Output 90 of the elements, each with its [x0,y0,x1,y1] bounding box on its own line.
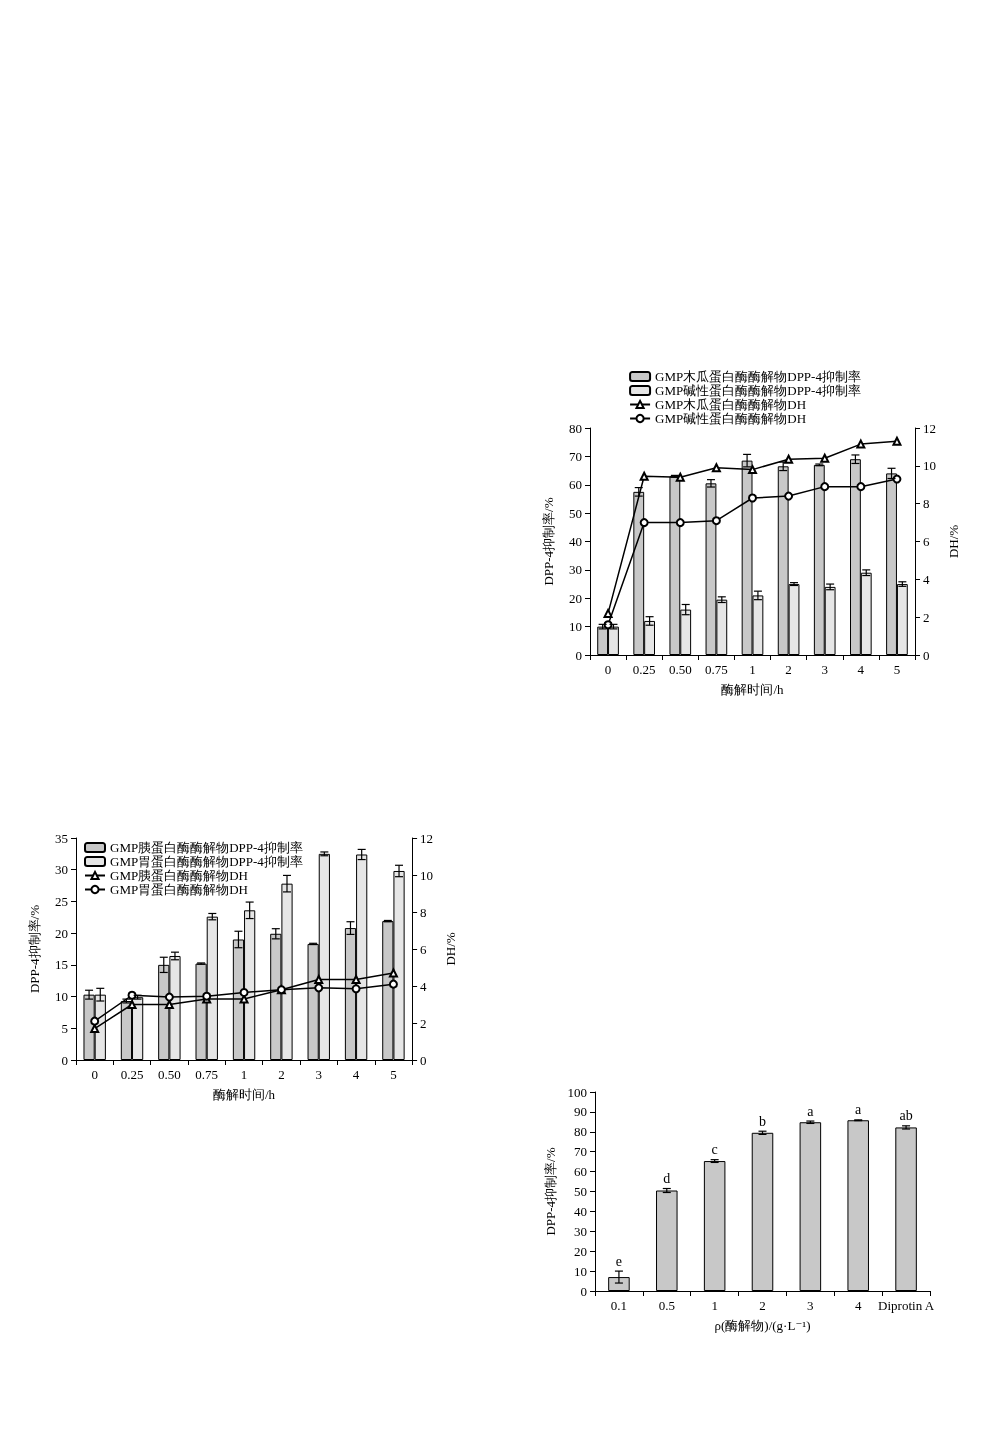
x-tick-label: 0.50 [157,1067,181,1082]
legend-label: GMP木瓜蛋白酶酶解物DPP-4抑制率 [655,369,861,384]
x-axis-title: ρ(酶解物)/(g·L⁻¹) [714,1318,811,1333]
y2-tick-label: 2 [923,609,930,625]
annotation: e [615,1253,623,1269]
y2-tick-label: 10 [923,458,936,474]
legend-label: GMP胰蛋白酶酶解物DPP-4抑制率 [110,840,303,855]
y-axis-title: DPP-4抑制率/% [542,1147,558,1236]
y-axis-title: DPP-4抑制率/% [541,497,556,586]
y-tick-label: 20 [55,925,68,941]
y-tick-label: 80 [574,1124,587,1140]
x-tick-label: 2 [785,662,792,677]
x-tick-label: 4 [854,1298,862,1313]
y-tick-label: 20 [574,1243,587,1259]
y-tick-label: 100 [567,1084,587,1100]
y-tick-label: 60 [574,1164,587,1180]
x-tick-label: 0 [604,662,612,677]
y-tick-label: 50 [574,1184,587,1199]
y2-tick-label: 6 [420,941,428,957]
y-tick-label: 60 [569,477,582,493]
y-tick-label: 40 [569,534,582,549]
x-tick-label: 2 [759,1298,766,1313]
y-tick-label: 30 [55,862,68,878]
y-tick-label: 0 [580,1283,587,1299]
y-tick-label: 10 [55,989,68,1005]
y-tick-label: 20 [569,590,582,606]
x-tick-label: 0.50 [668,662,692,677]
x-tick-label: 2 [278,1067,285,1082]
x-tick-label: 0 [91,1067,98,1082]
x-tick-label: 1 [240,1067,248,1082]
x-tick-label: 1 [749,662,756,677]
x-tick-label: 4 [857,662,865,677]
y2-tick-label: 8 [420,904,427,920]
annotation: c [711,1142,718,1158]
x-tick-label: 4 [352,1067,360,1082]
y-tick-label: 0 [61,1052,68,1068]
y2-tick-label: 8 [923,496,930,512]
annotation: b [759,1113,766,1129]
legend-label: GMP胃蛋白酶酶解物DPP-4抑制率 [110,854,303,869]
y-tick-label: 15 [55,957,68,973]
y2-tick-label: 2 [420,1015,427,1031]
annotation: a [855,1102,863,1118]
x-tick-label: Diprotin A [878,1298,935,1313]
x-tick-label: 3 [315,1067,322,1082]
y-tick-label: 35 [55,830,68,846]
y-tick-label: 5 [61,1020,68,1036]
annotation: d [663,1171,671,1187]
x-tick-label: 0.75 [705,662,728,677]
x-tick-label: 3 [807,1298,814,1313]
y-tick-label: 25 [55,893,68,909]
x-tick-label: 0.25 [632,662,656,677]
y2-tick-label: 0 [420,1052,427,1068]
x-tick-label: 5 [893,662,901,677]
legend-label: GMP碱性蛋白酶酶解物DH [655,411,807,426]
y-tick-label: 40 [574,1203,587,1219]
x-tick-label: 0.5 [658,1298,675,1313]
legend-label: GMP胃蛋白酶酶解物DH [110,882,248,897]
y-tick-label: 80 [569,420,582,436]
x-tick-label: 5 [390,1067,397,1082]
y-axis-title: DPP-4抑制率/% [27,904,42,994]
y-tick-label: 70 [574,1144,587,1160]
y-tick-label: 30 [569,562,582,578]
x-tick-label: 3 [821,662,828,677]
x-tick-label: 0.75 [195,1067,219,1082]
y2-tick-label: 4 [420,978,428,994]
y-tick-label: 0 [575,647,582,663]
annotation: a [807,1103,815,1119]
annotation: ab [899,1108,913,1124]
y2-tick-label: 4 [923,571,930,587]
y2-tick-label: 10 [420,867,434,883]
x-tick-label: 0.1 [610,1298,628,1313]
x-axis-title: 酶解时间/h [212,1087,276,1102]
legend-label: GMP碱性蛋白酶酶解物DPP-4抑制率 [655,383,861,398]
y-tick-label: 90 [574,1104,587,1120]
y-tick-label: 70 [569,448,582,464]
y2-tick-label: 12 [923,420,936,436]
y2-tick-label: 12 [420,830,434,846]
y2-tick-label: 0 [923,647,930,663]
legend-label: GMP木瓜蛋白酶酶解物DH [655,397,807,412]
x-axis-title: 酶解时间/h [721,682,785,697]
y-tick-label: 10 [574,1263,587,1279]
y-tick-label: 30 [574,1223,587,1239]
y-tick-label: 10 [569,619,582,635]
y2-axis-title: DH/% [945,524,961,559]
x-tick-label: 0.25 [120,1067,144,1082]
y2-axis-title: DH/% [443,932,458,966]
y-tick-label: 50 [569,505,582,521]
y2-tick-label: 6 [923,534,930,549]
legend-label: GMP胰蛋白酶酶解物DH [110,868,248,883]
x-tick-label: 1 [711,1298,718,1313]
